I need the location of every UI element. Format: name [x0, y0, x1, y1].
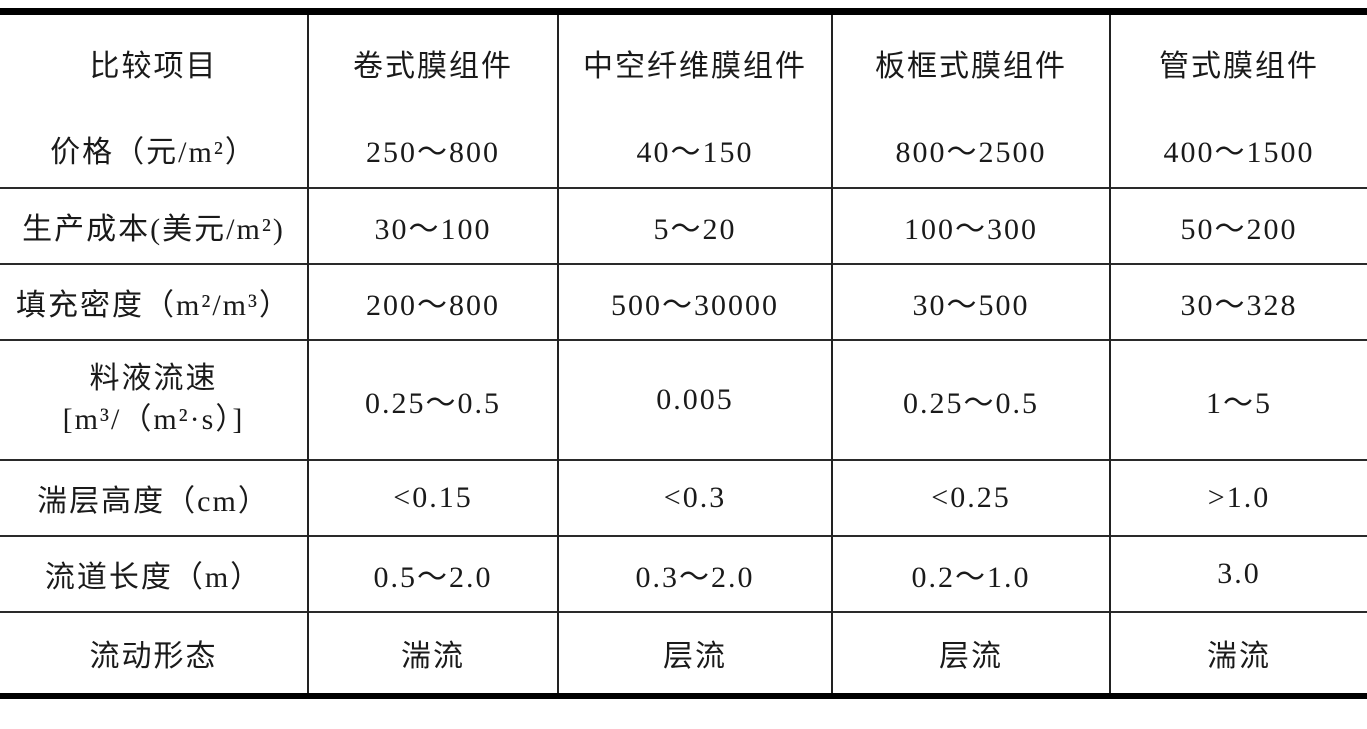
cell: 0.005: [557, 338, 832, 460]
cell: 层流: [831, 610, 1110, 696]
membrane-module-comparison-table: 比较项目 卷式膜组件 中空纤维膜组件 板框式膜组件 管式膜组件 价格（元/m²）…: [0, 8, 1367, 699]
cell: 40～150: [557, 111, 832, 188]
cell: 湍流: [1109, 610, 1367, 696]
cell: <0.25: [831, 458, 1110, 536]
row-label-line2: [m³/（m²·s）]: [62, 402, 245, 436]
cell: 5～20: [557, 186, 832, 264]
table-row-turbulent-layer-height: 湍层高度（cm） <0.15 <0.3 <0.25 >1.0: [0, 458, 1367, 536]
cell: 30～328: [1109, 262, 1367, 340]
cell: 100～300: [831, 186, 1110, 264]
cell: 0.3～2.0: [557, 534, 832, 612]
cell: 湍流: [307, 610, 558, 696]
cell: 250～800: [307, 111, 558, 188]
cell: 500～30000: [557, 262, 832, 340]
header-tubular-module: 管式膜组件: [1109, 11, 1367, 112]
table-row-feed-velocity: 料液流速 [m³/（m²·s）] 0.25～0.5 0.005 0.25～0.5…: [0, 338, 1367, 460]
cell: <0.15: [307, 458, 558, 536]
table-row-production-cost: 生产成本(美元/m²) 30～100 5～20 100～300 50～200: [0, 186, 1367, 264]
cell: 0.25～0.5: [307, 338, 558, 460]
table-row-channel-length: 流道长度（m） 0.5～2.0 0.3～2.0 0.2～1.0 3.0: [0, 534, 1367, 612]
header-plate-frame-module: 板框式膜组件: [831, 11, 1110, 112]
table-row-price: 价格（元/m²） 250～800 40～150 800～2500 400～150…: [0, 111, 1367, 188]
cell: 0.25～0.5: [831, 338, 1110, 460]
cell: 200～800: [307, 262, 558, 340]
row-label: 流动形态: [0, 610, 308, 696]
table-row-flow-regime: 流动形态 湍流 层流 层流 湍流: [0, 610, 1367, 696]
header-compare-item: 比较项目: [89, 50, 218, 84]
cell: 30～500: [831, 262, 1110, 340]
cell: 0.5～2.0: [307, 534, 558, 612]
row-label: 价格（元/m²）: [50, 136, 257, 169]
cell: 3.0: [1109, 534, 1367, 612]
cell: 层流: [557, 610, 832, 696]
cell: 400～1500: [1109, 111, 1367, 188]
header-hollow-fiber-module: 中空纤维膜组件: [557, 11, 832, 112]
row-label: 湍层高度（cm）: [0, 458, 308, 536]
header-row: 比较项目 卷式膜组件 中空纤维膜组件 板框式膜组件 管式膜组件: [0, 11, 1367, 112]
cell: <0.3: [557, 458, 832, 536]
header-spiral-wound-module: 卷式膜组件: [307, 11, 558, 112]
cell: 800～2500: [831, 111, 1110, 188]
cell: >1.0: [1109, 458, 1367, 536]
row-label: 填充密度（m²/m³）: [0, 262, 308, 340]
row-label: 料液流速 [m³/（m²·s）]: [0, 338, 308, 460]
row-label: 流道长度（m）: [0, 534, 308, 612]
row-label-line1: 料液流速: [89, 362, 218, 395]
cell: 30～100: [307, 186, 558, 264]
table-row-packing-density: 填充密度（m²/m³） 200～800 500～30000 30～500 30～…: [0, 262, 1367, 340]
cell: 1～5: [1109, 338, 1367, 460]
cell: 50～200: [1109, 186, 1367, 264]
cell: 0.2～1.0: [831, 534, 1110, 612]
row-label: 生产成本(美元/m²): [0, 186, 308, 264]
